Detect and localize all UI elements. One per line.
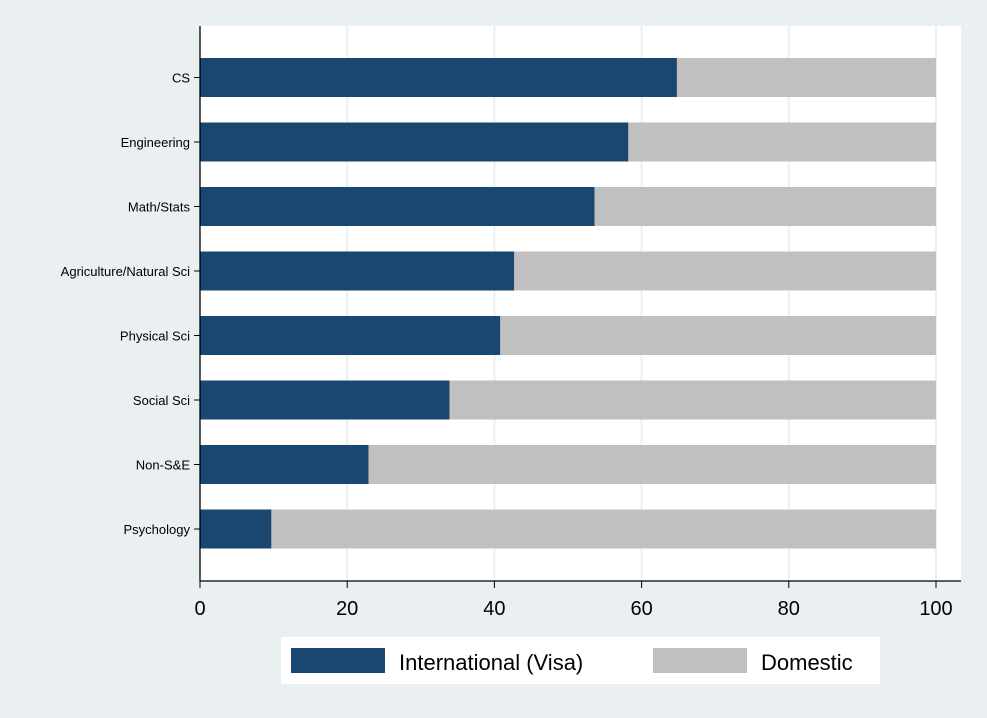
bar-segment-1-0 [676,58,936,97]
plot-area [200,26,961,581]
bar-segment-1-6 [368,445,936,484]
bar-segment-0-0 [200,58,677,97]
x-tick-label: 20 [336,598,358,620]
legend-swatch-0 [291,648,385,673]
axes [194,26,961,588]
gridlines [346,26,937,581]
x-tick-labels: 0 20 40 60 80 100 [194,598,952,620]
bar-segment-0-2 [200,187,595,226]
x-tick-label: 60 [630,598,652,620]
legend-label-0: International (Visa) [399,650,583,675]
category-label: Social Sci [133,393,190,408]
bar-segment-1-2 [594,187,936,226]
bar-segment-0-6 [200,445,369,484]
x-tick-label: 80 [778,598,800,620]
bar-segment-0-5 [200,380,450,420]
legend-label-1: Domestic [761,650,853,675]
bars [200,58,937,549]
bar-segment-1-4 [500,316,936,355]
bar-segment-1-3 [514,251,936,291]
bar-segment-1-7 [271,509,937,549]
legend-swatch-1 [653,648,747,673]
category-label: Psychology [124,522,191,537]
bar-segment-0-7 [200,509,272,549]
bar-segment-0-1 [200,122,629,162]
legend: International (Visa) Domestic [281,637,880,684]
category-label: Agriculture/Natural Sci [61,264,190,279]
bar-segment-1-1 [628,122,936,162]
category-label: Non-S&E [136,458,191,473]
bar-segment-1-5 [449,380,936,420]
x-tick-label: 0 [194,598,205,620]
category-label: Engineering [121,135,190,150]
category-labels: CS Engineering Math/Stats Agriculture/Natur… [61,71,191,538]
x-tick-label: 40 [483,598,505,620]
category-label: CS [172,71,190,86]
category-label: Physical Sci [120,329,190,344]
bar-segment-0-4 [200,316,501,355]
category-label: Math/Stats [128,200,191,215]
x-tick-label: 100 [919,598,952,620]
bar-segment-0-3 [200,251,515,291]
